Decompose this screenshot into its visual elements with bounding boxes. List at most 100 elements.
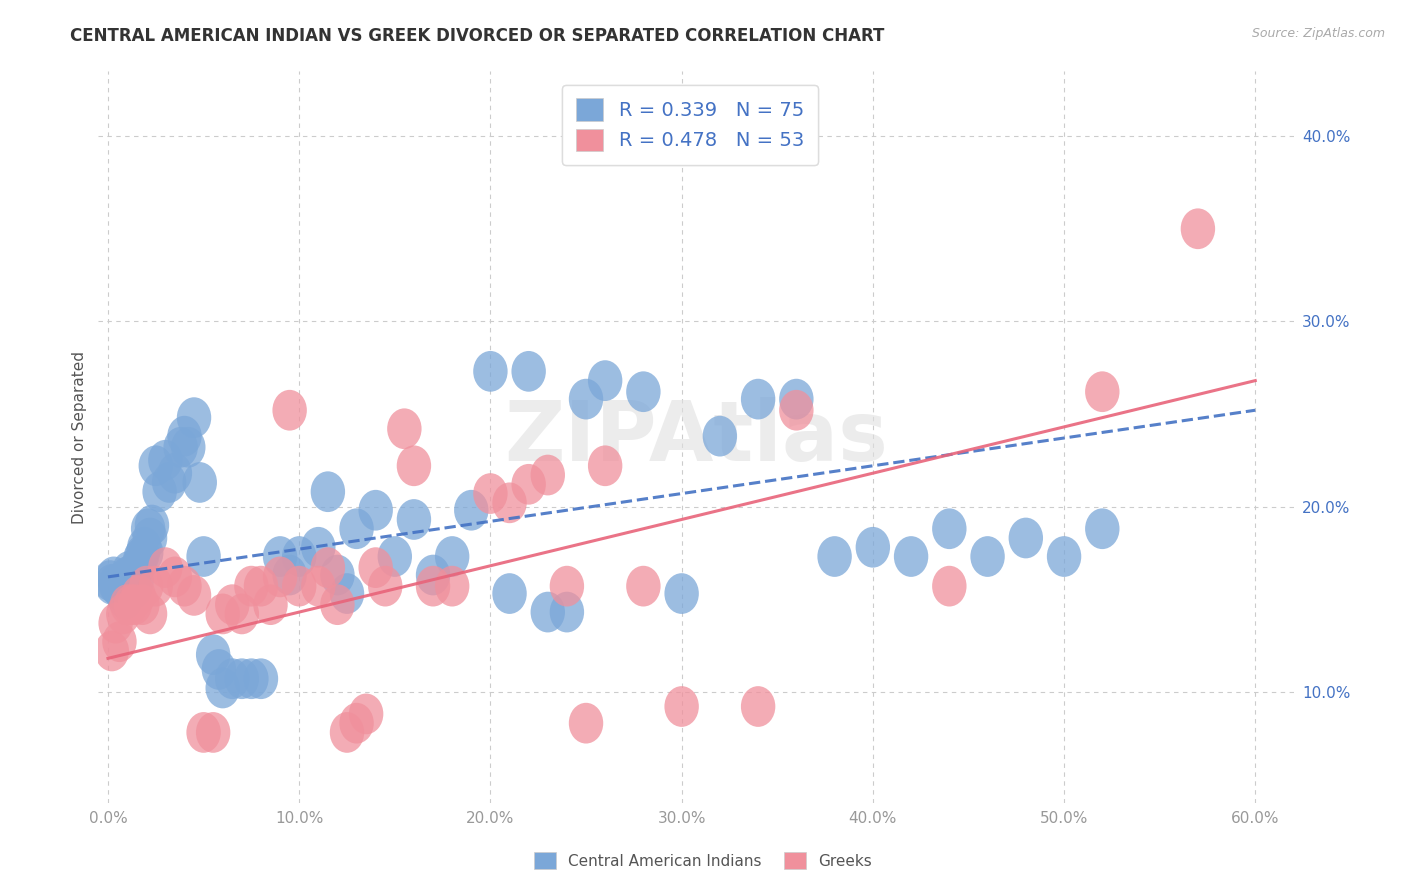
Ellipse shape [157,557,193,598]
Ellipse shape [139,445,173,486]
Ellipse shape [115,566,150,607]
Ellipse shape [183,462,217,503]
Ellipse shape [263,536,297,577]
Ellipse shape [125,584,160,625]
Ellipse shape [1047,536,1081,577]
Ellipse shape [94,564,129,605]
Text: CENTRAL AMERICAN INDIAN VS GREEK DIVORCED OR SEPARATED CORRELATION CHART: CENTRAL AMERICAN INDIAN VS GREEK DIVORCE… [70,27,884,45]
Ellipse shape [512,351,546,392]
Ellipse shape [132,593,167,634]
Ellipse shape [359,548,392,588]
Ellipse shape [1085,371,1119,412]
Legend: R = 0.339   N = 75, R = 0.478   N = 53: R = 0.339 N = 75, R = 0.478 N = 53 [562,85,817,165]
Ellipse shape [139,566,173,607]
Ellipse shape [167,416,201,457]
Ellipse shape [104,569,139,610]
Ellipse shape [1008,517,1043,558]
Ellipse shape [94,631,129,672]
Ellipse shape [110,584,145,625]
Ellipse shape [321,555,354,595]
Ellipse shape [129,533,163,574]
Ellipse shape [387,409,422,449]
Ellipse shape [339,508,374,549]
Ellipse shape [301,527,336,567]
Ellipse shape [177,397,211,438]
Ellipse shape [152,462,187,503]
Ellipse shape [131,508,166,549]
Ellipse shape [321,584,354,625]
Ellipse shape [273,390,307,431]
Ellipse shape [127,527,162,567]
Ellipse shape [416,555,450,595]
Ellipse shape [474,473,508,514]
Ellipse shape [779,390,814,431]
Ellipse shape [120,560,153,601]
Ellipse shape [118,567,152,608]
Ellipse shape [114,584,148,625]
Ellipse shape [492,483,527,524]
Ellipse shape [195,634,231,675]
Legend: Central American Indians, Greeks: Central American Indians, Greeks [529,846,877,875]
Ellipse shape [148,548,183,588]
Ellipse shape [93,560,127,601]
Ellipse shape [530,591,565,632]
Ellipse shape [105,574,141,614]
Ellipse shape [273,555,307,595]
Ellipse shape [416,566,450,607]
Ellipse shape [142,471,177,512]
Ellipse shape [932,566,966,607]
Ellipse shape [1181,209,1215,249]
Ellipse shape [569,703,603,744]
Ellipse shape [626,371,661,412]
Ellipse shape [588,360,623,401]
Ellipse shape [330,574,364,614]
Ellipse shape [187,712,221,753]
Ellipse shape [114,555,148,595]
Ellipse shape [225,593,259,634]
Ellipse shape [112,551,146,591]
Ellipse shape [98,564,132,605]
Ellipse shape [157,453,193,493]
Ellipse shape [215,658,249,699]
Ellipse shape [172,427,205,467]
Ellipse shape [253,584,288,625]
Y-axis label: Divorced or Separated: Divorced or Separated [72,351,87,524]
Ellipse shape [205,593,240,634]
Ellipse shape [368,566,402,607]
Ellipse shape [148,440,183,481]
Ellipse shape [434,536,470,577]
Ellipse shape [263,557,297,598]
Ellipse shape [125,534,160,575]
Ellipse shape [167,566,201,607]
Ellipse shape [225,658,259,699]
Ellipse shape [970,536,1005,577]
Ellipse shape [132,517,167,558]
Ellipse shape [243,658,278,699]
Ellipse shape [283,566,316,607]
Ellipse shape [1085,508,1119,549]
Ellipse shape [129,566,163,607]
Ellipse shape [235,566,269,607]
Ellipse shape [243,566,278,607]
Ellipse shape [103,567,136,608]
Ellipse shape [894,536,928,577]
Ellipse shape [741,379,775,419]
Ellipse shape [817,536,852,577]
Ellipse shape [454,490,488,531]
Ellipse shape [163,427,198,467]
Ellipse shape [187,536,221,577]
Text: Source: ZipAtlas.com: Source: ZipAtlas.com [1251,27,1385,40]
Ellipse shape [434,566,470,607]
Ellipse shape [626,566,661,607]
Ellipse shape [330,712,364,753]
Ellipse shape [359,490,392,531]
Ellipse shape [530,455,565,495]
Ellipse shape [124,538,157,579]
Text: ZIPAtlas: ZIPAtlas [503,397,889,477]
Ellipse shape [665,686,699,727]
Ellipse shape [311,548,344,588]
Ellipse shape [121,545,156,586]
Ellipse shape [311,471,344,512]
Ellipse shape [98,603,132,643]
Ellipse shape [492,574,527,614]
